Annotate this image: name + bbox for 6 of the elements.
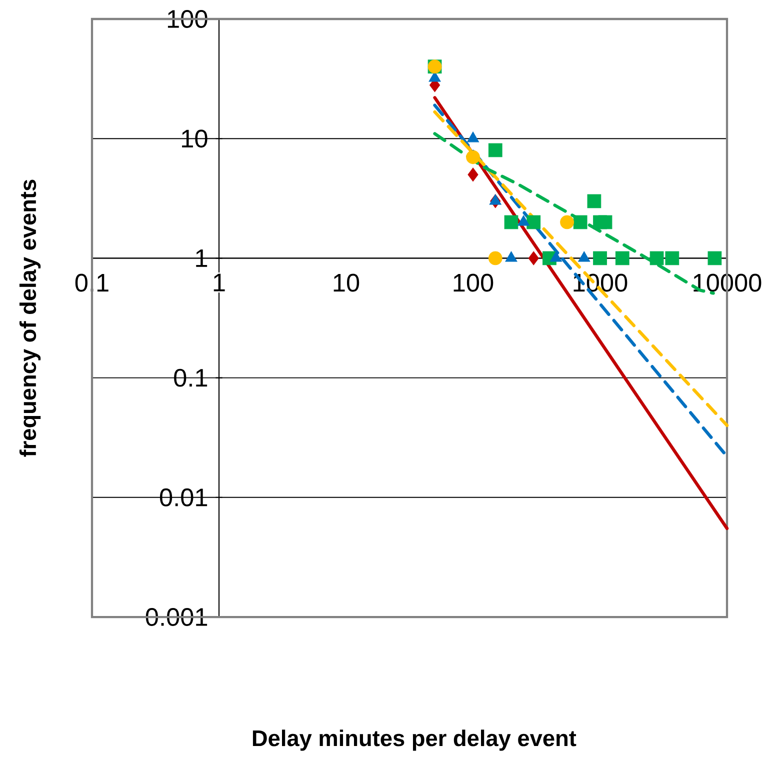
x-tick-label: 100 bbox=[454, 274, 494, 292]
x-tick-label: 1 bbox=[214, 274, 225, 292]
x-tick-label: 0.1 bbox=[75, 274, 108, 292]
y-axis-title: frequency of delay events bbox=[19, 180, 41, 457]
x-axis-title: Delay minutes per delay event bbox=[252, 730, 576, 751]
x-tick-label: 10 bbox=[334, 274, 360, 292]
